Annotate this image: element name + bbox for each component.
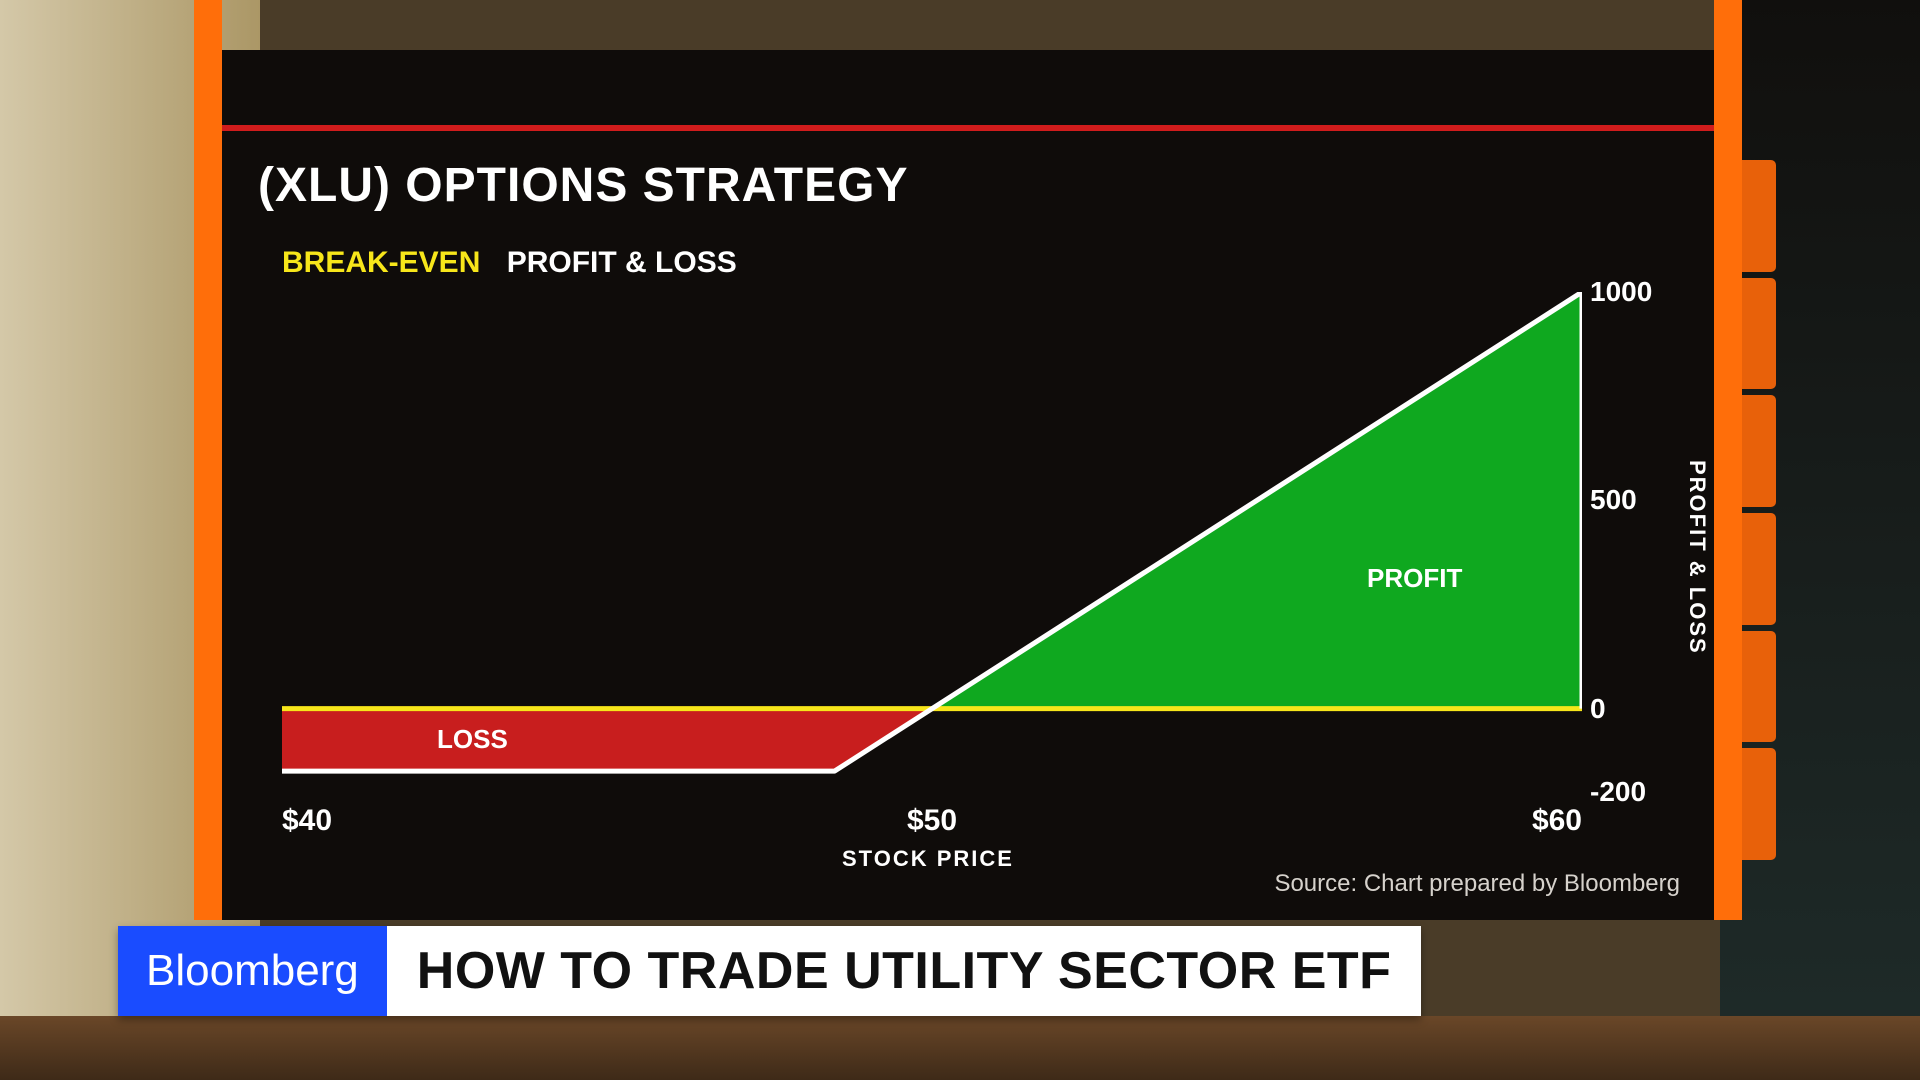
lower-third: Bloomberg HOW TO TRADE UTILITY SECTOR ET…: [118, 926, 1421, 1016]
chart-legend: BREAK-EVEN PROFIT & LOSS: [282, 246, 737, 280]
y-tick-label: 1000: [1590, 276, 1652, 308]
legend-profit-loss: PROFIT & LOSS: [507, 246, 737, 279]
panel-accent-line: [222, 125, 1714, 131]
panel-frame-right: [1714, 0, 1742, 920]
chart-source: Source: Chart prepared by Bloomberg: [1274, 870, 1680, 898]
y-tick-label: 500: [1590, 484, 1637, 516]
panel-side-tabs: [1742, 160, 1776, 860]
payoff-chart: LOSS PROFIT: [282, 292, 1582, 792]
chart-svg: [282, 292, 1582, 792]
panel-frame-left: [194, 0, 222, 920]
studio-floor: [0, 1016, 1920, 1080]
chart-panel: (XLU) OPTIONS STRATEGY BREAK-EVEN PROFIT…: [222, 50, 1714, 920]
x-tick-label: $60: [1532, 804, 1582, 838]
x-tick-label: $40: [282, 804, 332, 838]
y-tick-label: -200: [1590, 776, 1646, 808]
network-logo: Bloomberg: [118, 926, 387, 1016]
y-axis-title: PROFIT & LOSS: [1684, 460, 1710, 655]
headline-text: HOW TO TRADE UTILITY SECTOR ETF: [387, 926, 1422, 1016]
profit-region-label: PROFIT: [1367, 563, 1462, 594]
loss-region-label: LOSS: [437, 724, 508, 755]
panel-title: (XLU) OPTIONS STRATEGY: [258, 158, 908, 213]
legend-break-even: BREAK-EVEN: [282, 246, 480, 279]
x-axis-title: STOCK PRICE: [842, 846, 1014, 872]
y-tick-label: 0: [1590, 693, 1606, 725]
x-tick-label: $50: [907, 804, 957, 838]
